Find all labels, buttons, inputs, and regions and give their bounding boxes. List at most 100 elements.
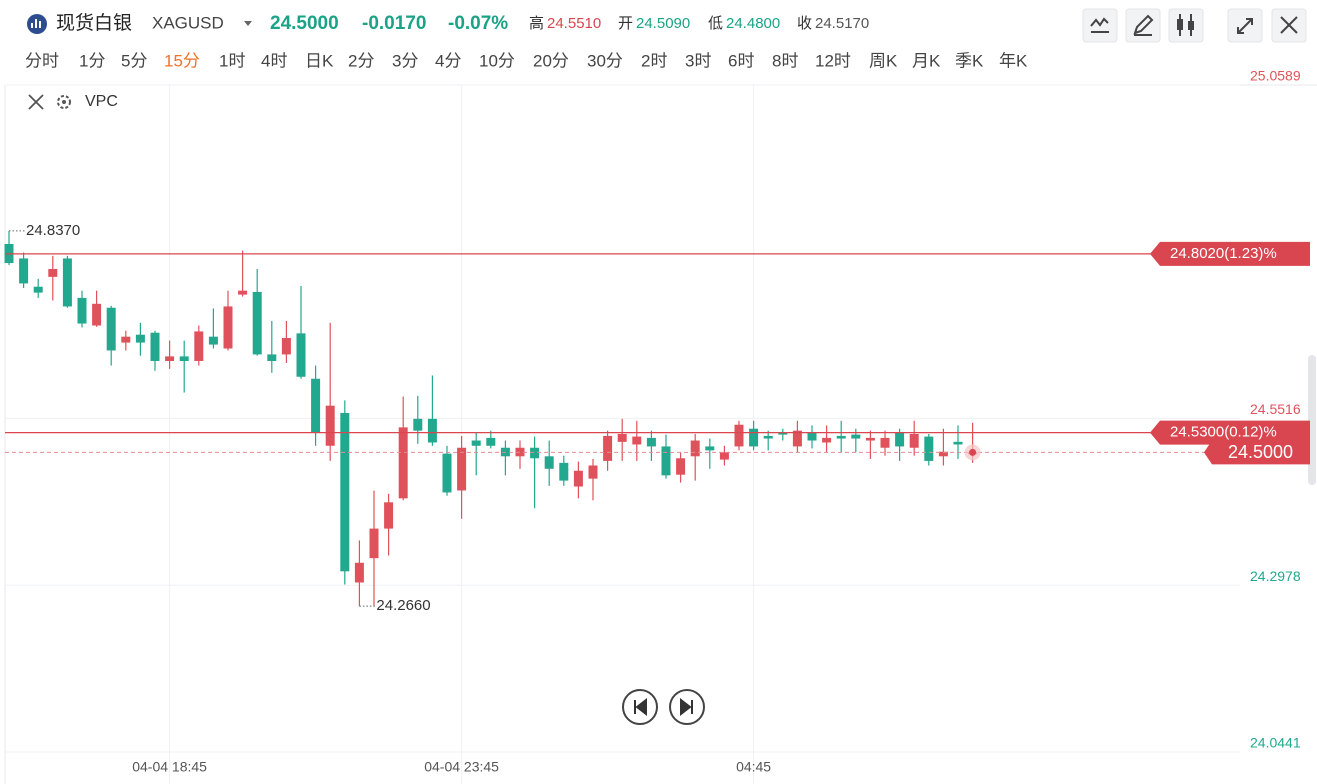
stat-label: 收	[797, 15, 812, 32]
symbol-dropdown[interactable]	[244, 21, 252, 26]
candle-body	[106, 307, 116, 351]
interval-tab[interactable]: 3时	[685, 51, 711, 70]
interval-tab[interactable]: 月K	[912, 51, 941, 70]
stat-value: 24.5510	[547, 15, 601, 32]
price-change: -0.0170	[362, 13, 426, 34]
candle-body	[792, 430, 802, 447]
candle-body	[632, 436, 642, 445]
candle-body	[471, 440, 481, 446]
stat-value: 24.4800	[726, 15, 780, 32]
candle-body	[19, 258, 29, 284]
indicator-icon	[1090, 17, 1109, 33]
interval-tab[interactable]: 30分	[587, 51, 623, 70]
stat-label: 低	[708, 15, 723, 32]
candle-body	[33, 286, 43, 293]
stat-value: 24.5090	[636, 15, 690, 32]
last-price-dot	[969, 448, 977, 456]
interval-tab[interactable]: 季K	[955, 51, 984, 70]
candle-body	[705, 446, 715, 451]
candle-body	[48, 268, 58, 277]
chart-type-button[interactable]	[1168, 8, 1204, 43]
fullscreen-icon	[1237, 18, 1253, 34]
candle-body	[194, 331, 204, 361]
y-tick-label: 24.5516	[1250, 401, 1301, 417]
candle-body	[384, 502, 394, 529]
price-line-label: 24.8020(1.23)%	[1170, 245, 1277, 262]
price-line-tag	[1150, 420, 1310, 445]
candle-body	[924, 436, 934, 461]
interval-tab[interactable]: 3分	[392, 51, 418, 70]
instrument-symbol[interactable]: XAGUSD	[152, 13, 224, 32]
candle-body	[208, 336, 218, 345]
stat-value: 24.5170	[815, 15, 869, 32]
interval-tab[interactable]: 1分	[79, 51, 105, 70]
candle-body	[895, 432, 905, 447]
x-tick-label: 04-04 18:45	[132, 759, 207, 775]
candle-body	[325, 405, 335, 446]
candle-body	[763, 435, 773, 439]
interval-tab[interactable]: 20分	[533, 51, 569, 70]
candle-body	[778, 432, 788, 435]
candle-body	[953, 441, 963, 445]
interval-tab[interactable]: 4时	[261, 51, 287, 70]
annotation-label: 24.8370	[26, 222, 80, 239]
interval-tab[interactable]: 分时	[25, 51, 59, 70]
candle-body	[909, 433, 919, 448]
candle-body	[281, 337, 291, 355]
interval-tab[interactable]: 12时	[815, 51, 851, 70]
annotation-label: 24.2660	[376, 597, 430, 614]
indicator-settings-center	[62, 100, 66, 104]
candle-body	[617, 433, 627, 442]
interval-tab[interactable]: 8时	[772, 51, 798, 70]
candle-body	[865, 437, 875, 441]
scrollbar[interactable]	[1308, 355, 1316, 485]
candle-body	[252, 291, 262, 355]
candle-body	[165, 356, 175, 361]
interval-tab[interactable]: 6时	[728, 51, 754, 70]
interval-tab[interactable]: 4分	[435, 51, 461, 70]
candle-body	[442, 453, 452, 493]
indicator-remove[interactable]	[28, 94, 44, 110]
interval-tab[interactable]: 年K	[999, 51, 1028, 70]
candle-body	[734, 424, 744, 447]
interval-tab[interactable]: 10分	[479, 51, 515, 70]
interval-tab[interactable]: 2时	[641, 51, 667, 70]
candle-body	[77, 297, 87, 324]
stat-label: 开	[618, 15, 633, 32]
candle-body	[121, 336, 131, 343]
last-price: 24.5000	[270, 13, 339, 34]
chart-type-body	[1188, 21, 1194, 30]
candle-body	[223, 306, 233, 349]
y-tick-label: 24.2978	[1250, 568, 1301, 584]
last-price-label: 24.5000	[1228, 442, 1293, 462]
candle-body	[588, 465, 598, 479]
candle-body	[851, 434, 861, 439]
interval-tab[interactable]: 2分	[348, 51, 374, 70]
draw-icon	[1133, 14, 1154, 36]
draw-button[interactable]	[1125, 8, 1161, 43]
candle-body	[150, 332, 160, 361]
candle-body	[807, 432, 817, 441]
candle-body	[822, 437, 832, 443]
interval-tab[interactable]: 5分	[121, 51, 147, 70]
candle-body	[603, 435, 613, 461]
candle-body	[719, 452, 729, 460]
candle-body	[427, 418, 437, 443]
indicator-settings[interactable]	[57, 95, 71, 109]
interval-tab[interactable]: 日K	[305, 51, 334, 70]
stat-label: 高	[529, 15, 544, 32]
candle-body	[544, 456, 554, 469]
candle-body	[530, 447, 540, 459]
candle-body	[749, 428, 759, 447]
scroll-forward-icon	[680, 697, 693, 717]
last-price-tag	[1204, 440, 1310, 465]
candle-body	[311, 378, 321, 433]
candle-body	[92, 303, 102, 326]
candle-body	[179, 356, 189, 361]
candle-body	[646, 437, 656, 447]
interval-tab[interactable]: 1时	[219, 51, 245, 70]
interval-tab[interactable]: 周K	[869, 51, 898, 70]
interval-tab[interactable]: 15分	[164, 51, 200, 70]
